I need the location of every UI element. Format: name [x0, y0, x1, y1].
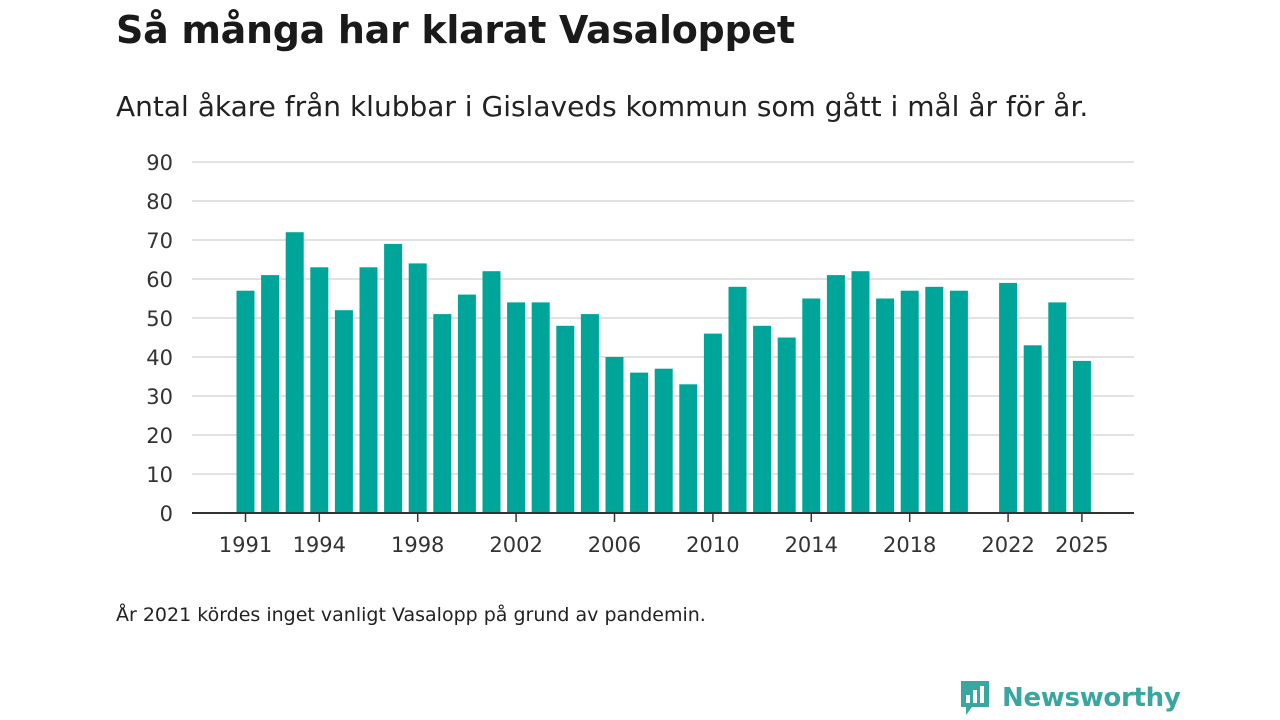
- bar-2004[interactable]: [556, 325, 575, 513]
- y-tick-label: 50: [146, 307, 173, 331]
- chart-title: Så många har klarat Vasaloppet: [116, 8, 795, 52]
- bar-1998[interactable]: [408, 263, 427, 513]
- x-tick-label: 1991: [219, 533, 272, 557]
- bar-2019[interactable]: [925, 286, 944, 513]
- brand-name: Newsworthy: [1002, 683, 1181, 713]
- bar-2007[interactable]: [630, 372, 649, 513]
- y-tick-label: 10: [146, 463, 173, 487]
- bar-2012[interactable]: [753, 325, 772, 513]
- y-tick-label: 60: [146, 268, 173, 292]
- bar-2018[interactable]: [900, 290, 919, 513]
- bar-2025[interactable]: [1072, 360, 1091, 513]
- bar-2023[interactable]: [1023, 345, 1042, 513]
- bar-1997[interactable]: [384, 243, 403, 513]
- bar-2015[interactable]: [826, 275, 845, 513]
- bar-2011[interactable]: [728, 286, 747, 513]
- bar-1992[interactable]: [261, 275, 280, 513]
- bar-2008[interactable]: [654, 368, 673, 513]
- x-tick-label: 2014: [785, 533, 838, 557]
- x-tick-label: 1994: [293, 533, 346, 557]
- x-tick-label: 1998: [391, 533, 444, 557]
- x-tick-label: 2025: [1055, 533, 1108, 557]
- y-tick-label: 40: [146, 346, 173, 370]
- bar-2000[interactable]: [457, 294, 476, 513]
- y-tick-label: 0: [160, 502, 173, 526]
- bar-2016[interactable]: [851, 271, 870, 513]
- y-tick-label: 70: [146, 229, 173, 253]
- y-tick-label: 90: [146, 151, 173, 175]
- bar-1999[interactable]: [433, 314, 452, 513]
- bar-2006[interactable]: [605, 357, 624, 513]
- bar-1993[interactable]: [285, 232, 304, 513]
- bar-2003[interactable]: [531, 302, 550, 513]
- bar-1991[interactable]: [236, 290, 255, 513]
- bar-2020[interactable]: [949, 290, 968, 513]
- footnote: År 2021 kördes inget vanligt Vasalopp på…: [116, 604, 706, 626]
- bar-2001[interactable]: [482, 271, 501, 513]
- bar-2013[interactable]: [777, 337, 796, 514]
- bar-1996[interactable]: [359, 267, 378, 513]
- x-tick-label: 2022: [981, 533, 1034, 557]
- bar-2005[interactable]: [580, 314, 599, 513]
- x-tick-label: 2018: [883, 533, 936, 557]
- bar-2009[interactable]: [679, 384, 698, 513]
- bar-2022[interactable]: [999, 282, 1018, 513]
- x-tick-label: 2010: [686, 533, 739, 557]
- y-tick-label: 30: [146, 385, 173, 409]
- bar-2002[interactable]: [507, 302, 526, 513]
- brand-logo[interactable]: Newsworthy: [958, 678, 1181, 718]
- newsworthy-logo-icon: [961, 681, 989, 715]
- x-tick-label: 2002: [489, 533, 542, 557]
- bar-2014[interactable]: [802, 298, 821, 514]
- bar-1994[interactable]: [310, 267, 329, 513]
- y-tick-label: 80: [146, 190, 173, 214]
- chart-subtitle: Antal åkare från klubbar i Gislaveds kom…: [116, 90, 1089, 123]
- bar-2017[interactable]: [876, 298, 895, 514]
- bar-2010[interactable]: [703, 333, 722, 513]
- bar-1995[interactable]: [334, 310, 353, 513]
- axes: 0 10 20 30 40 50 60 70 80 90 1991 1994 1998 2002 2006 2…: [146, 151, 1134, 557]
- bars: [236, 232, 1091, 514]
- bar-2024[interactable]: [1048, 302, 1067, 513]
- x-tick-label: 2006: [588, 533, 641, 557]
- y-tick-label: 20: [146, 424, 173, 448]
